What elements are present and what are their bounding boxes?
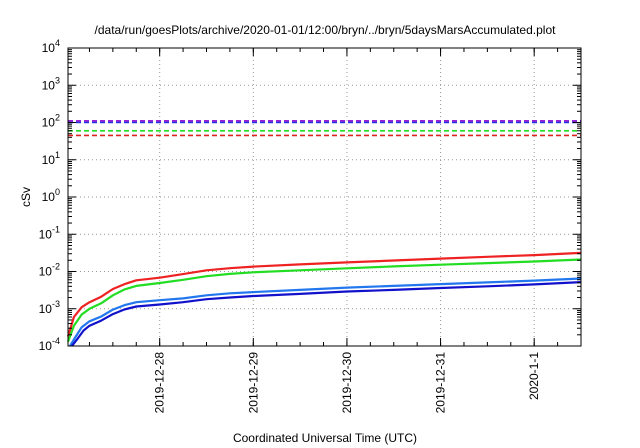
chart-title: /data/run/goesPlots/archive/2020-01-01/1… [95, 23, 557, 37]
series-line [66, 251, 582, 337]
threshold-lines [68, 120, 581, 137]
y-tick-label: 10-4 [39, 336, 60, 353]
series-line [71, 281, 582, 347]
y-tick-label: 10-3 [39, 299, 60, 316]
x-tick-label: 2019-12-30 [340, 352, 354, 414]
y-tick-label: 100 [42, 187, 60, 204]
y-tick-label: 101 [42, 150, 60, 167]
y-axis-label: cSv [19, 187, 33, 207]
series-line [69, 277, 582, 347]
series-line [66, 258, 582, 343]
x-tick-label: 2019-12-28 [153, 352, 167, 414]
x-tick-label: 2019-12-31 [434, 352, 448, 414]
y-tick-label: 10-1 [39, 224, 60, 241]
y-tick-label: 103 [42, 75, 60, 92]
x-tick-label: 2019-12-29 [246, 352, 260, 414]
y-tick-label: 102 [42, 113, 60, 130]
axis-ticks: 10-4 10-3 10-2 10-1 100 101 102 103 104 2019-12-2… [39, 38, 582, 414]
series-lines [66, 251, 582, 347]
y-tick-label: 10-2 [39, 262, 60, 279]
y-tick-label: 104 [42, 38, 60, 55]
x-axis-label: Coordinated Universal Time (UTC) [233, 431, 417, 445]
x-tick-label: 2020-1-1 [527, 352, 541, 400]
